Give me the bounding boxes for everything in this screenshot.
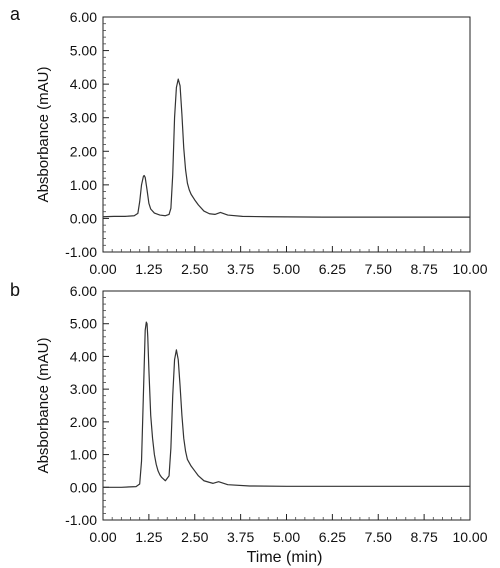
y-tick-label: 2.00 [70,414,97,430]
x-tick-label: 0.00 [89,529,116,545]
y-tick-label: 6.00 [70,283,97,299]
y-tick-label: 3.00 [70,381,97,397]
x-tick-label: 0.00 [89,261,116,277]
y-tick-label: 4.00 [70,348,97,364]
x-tick-label: 1.25 [135,261,162,277]
chart-panel-b: b-1.000.001.002.003.004.005.006.000.00 1.… [10,280,488,566]
chart-panel-a: a-1.000.001.002.003.004.005.006.000.00 1.… [10,4,488,277]
y-tick-label: 1.00 [70,177,97,193]
y-tick-label: 4.00 [70,76,97,92]
plot-frame [102,290,471,521]
y-axis-title: Absborbance (mAU) [35,338,52,474]
y-tick-label: 0.00 [70,479,97,495]
x-tick-label: 2.50 [181,529,208,545]
x-tick-label: 1.25 [135,529,162,545]
x-tick-label: 8.75 [411,261,438,277]
y-tick-label: 5.00 [70,43,97,59]
y-tick-label: 6.00 [70,9,97,25]
y-tick-label: 2.00 [70,143,97,159]
x-tick-label: 10.00 [452,261,487,277]
panel-label: b [10,280,20,300]
x-tick-label: 3.75 [227,529,254,545]
x-tick-label: 5.00 [273,529,300,545]
y-tick-label: -1.00 [65,244,97,260]
y-tick-label: 3.00 [70,110,97,126]
x-tick-label: 3.75 [227,261,254,277]
x-tick-label: 6.25 [319,261,346,277]
x-tick-label: 6.25 [319,529,346,545]
y-tick-label: 1.00 [70,447,97,463]
x-tick-label: 10.00 [452,529,487,545]
x-tick-label: 7.50 [365,529,392,545]
chromatogram-trace [103,321,470,488]
y-tick-label: -1.00 [65,512,97,528]
panel-label: a [10,4,21,24]
x-tick-label: 8.75 [411,529,438,545]
x-tick-label: 5.00 [273,261,300,277]
y-tick-label: 5.00 [70,316,97,332]
y-tick-label: 0.00 [70,210,97,226]
x-tick-label: 2.50 [181,261,208,277]
chromatogram-trace [102,78,470,218]
x-axis-title: Time (min) [247,549,323,566]
y-axis-title: Absborbance (mAU) [35,67,52,203]
x-tick-label: 7.50 [365,261,392,277]
